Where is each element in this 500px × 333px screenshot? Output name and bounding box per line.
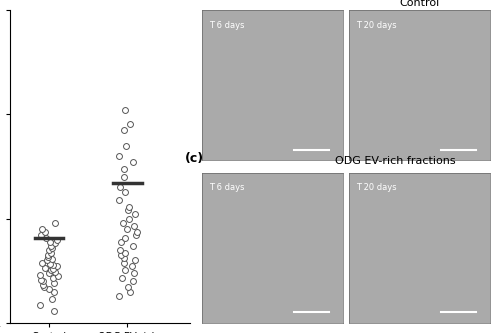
Point: [46, 271, 54, 276]
Point: [46, 261, 54, 266]
Point: [116, 184, 124, 190]
Point: [117, 239, 125, 244]
Text: T 20 days: T 20 days: [356, 183, 397, 192]
Point: [122, 235, 130, 241]
Text: T 6 days: T 6 days: [209, 21, 244, 30]
Point: [116, 247, 124, 253]
Point: [38, 260, 46, 265]
Point: [54, 274, 62, 279]
Point: [50, 289, 58, 294]
Point: [46, 239, 54, 244]
Point: [41, 265, 49, 270]
Point: [38, 277, 46, 282]
Point: [38, 232, 46, 237]
Point: [47, 243, 55, 248]
Point: [51, 269, 59, 274]
Point: [130, 279, 138, 284]
Point: [50, 281, 58, 286]
Point: [50, 266, 58, 272]
Text: (c): (c): [185, 152, 204, 165]
Point: [132, 229, 140, 234]
Point: [130, 243, 138, 248]
Text: (b): (b): [185, 0, 206, 2]
Text: ODG EV-rich fractions: ODG EV-rich fractions: [334, 157, 456, 166]
Point: [43, 257, 51, 263]
Point: [131, 212, 139, 217]
Point: [120, 260, 128, 265]
Point: [36, 302, 44, 307]
Point: [125, 204, 133, 209]
Point: [120, 174, 128, 180]
Point: [120, 128, 128, 133]
Point: [49, 262, 57, 268]
Point: [42, 235, 50, 241]
Point: [121, 189, 129, 195]
Title: Control: Control: [399, 0, 440, 8]
Point: [48, 250, 56, 255]
Point: [115, 294, 123, 299]
Point: [48, 256, 56, 262]
Point: [120, 268, 128, 273]
Point: [120, 107, 128, 113]
Point: [48, 296, 56, 302]
Point: [130, 257, 138, 263]
Point: [126, 289, 134, 294]
Point: [122, 250, 130, 255]
Point: [132, 232, 140, 237]
Point: [53, 237, 61, 242]
Point: [124, 208, 132, 213]
Point: [36, 272, 44, 277]
Point: [53, 264, 61, 269]
Point: [120, 255, 128, 261]
Point: [40, 285, 48, 290]
Point: [39, 279, 47, 284]
Point: [128, 159, 136, 165]
Point: [122, 143, 130, 149]
Point: [48, 268, 56, 273]
Point: [124, 285, 132, 290]
Point: [51, 241, 59, 246]
Point: [44, 254, 52, 260]
Text: T 20 days: T 20 days: [356, 21, 397, 30]
Point: [48, 275, 56, 281]
Point: [115, 153, 123, 159]
Point: [48, 246, 56, 251]
Point: [120, 166, 128, 171]
Point: [126, 216, 134, 221]
Point: [117, 252, 125, 257]
Point: [122, 226, 130, 231]
Point: [115, 197, 123, 203]
Point: [118, 275, 126, 281]
Point: [130, 271, 138, 276]
Point: [44, 252, 52, 257]
Point: [42, 229, 50, 234]
Point: [128, 264, 136, 269]
Point: [52, 221, 60, 226]
Point: [46, 247, 54, 253]
Point: [45, 287, 53, 292]
Point: [126, 122, 134, 127]
Point: [130, 223, 138, 229]
Point: [38, 226, 46, 231]
Point: [50, 308, 58, 314]
Point: [119, 221, 127, 226]
Point: [40, 283, 48, 288]
Text: T 6 days: T 6 days: [209, 183, 244, 192]
